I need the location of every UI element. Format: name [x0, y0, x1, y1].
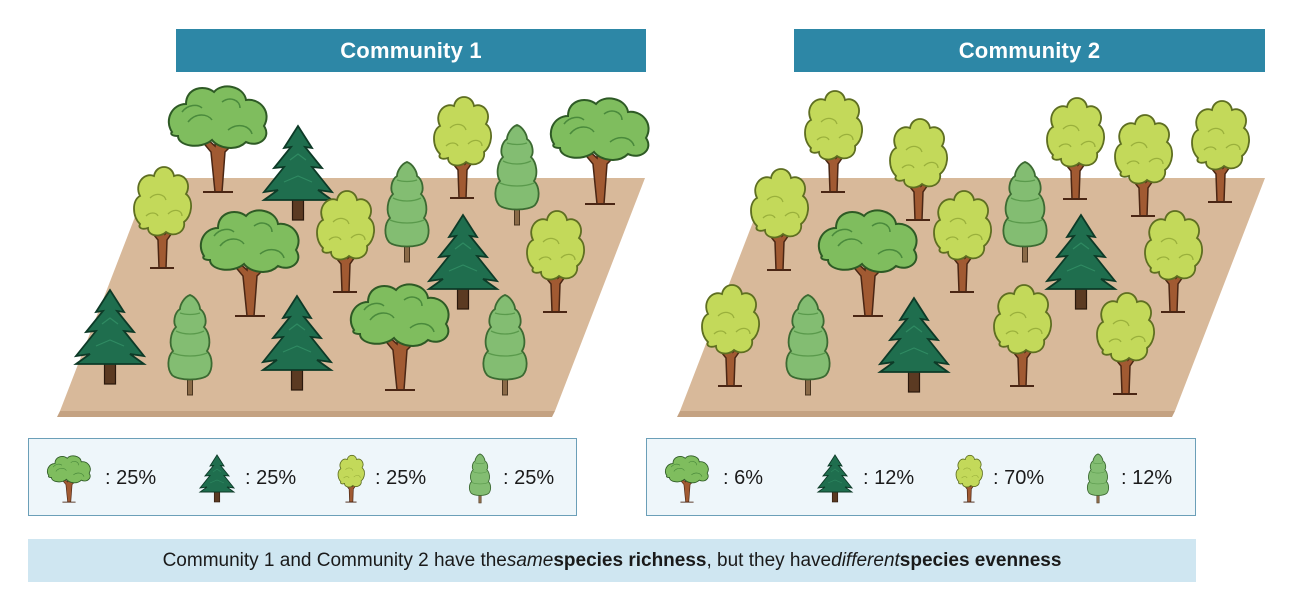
yellow-tree-icon: [337, 454, 365, 503]
legend-percent: : 6%: [723, 466, 764, 489]
legend-item-broadleaf: : 6%: [657, 453, 763, 503]
legend-item-pine: : 12%: [813, 453, 914, 503]
legend-percent: : 25%: [105, 466, 157, 489]
community-2-title: Community 2: [794, 29, 1265, 72]
legend-item-cypress: : 12%: [1081, 453, 1173, 504]
caption-bold-richness: species richness: [553, 549, 707, 571]
legend-item-cypress: : 25%: [463, 453, 555, 504]
ground-edge-community-2: [677, 411, 1175, 417]
legend-percent: : 12%: [863, 466, 915, 489]
legend-item-yellow: : 25%: [333, 453, 426, 503]
legend-community-1: : 25% : 25% : 25% : 25%: [28, 438, 577, 516]
pine-tree-icon: [199, 454, 235, 503]
broadleaf-tree-icon: [46, 455, 91, 503]
caption-emphasis-same: same: [506, 549, 554, 571]
legend-percent: : 12%: [1121, 466, 1173, 489]
legend-percent: : 25%: [503, 466, 555, 489]
yellow-tree: [804, 90, 864, 193]
legend-item-pine: : 25%: [195, 453, 296, 503]
legend-percent: : 25%: [245, 466, 297, 489]
legend-community-2: : 6% : 12% : 70% : 12%: [646, 438, 1196, 516]
caption-emphasis-different: different: [831, 549, 900, 571]
legend-percent: : 25%: [375, 466, 427, 489]
legend-percent: : 70%: [993, 466, 1045, 489]
caption-text: Community 1 and Community 2 have the: [162, 549, 507, 571]
yellow-tree-icon: [955, 454, 983, 503]
caption-bold-evenness: species evenness: [899, 549, 1062, 571]
cypress-tree-icon: [468, 453, 492, 504]
broadleaf-tree-icon: [664, 455, 709, 503]
community-1-title: Community 1: [176, 29, 646, 72]
legend-item-yellow: : 70%: [951, 453, 1044, 503]
ground-edge-community-1: [57, 411, 555, 417]
footer-caption: Community 1 and Community 2 have the sam…: [28, 539, 1196, 582]
cypress-tree-icon: [1086, 453, 1110, 504]
legend-item-broadleaf: : 25%: [39, 453, 156, 503]
caption-text: , but they have: [706, 549, 832, 571]
pine-tree-icon: [817, 454, 853, 503]
